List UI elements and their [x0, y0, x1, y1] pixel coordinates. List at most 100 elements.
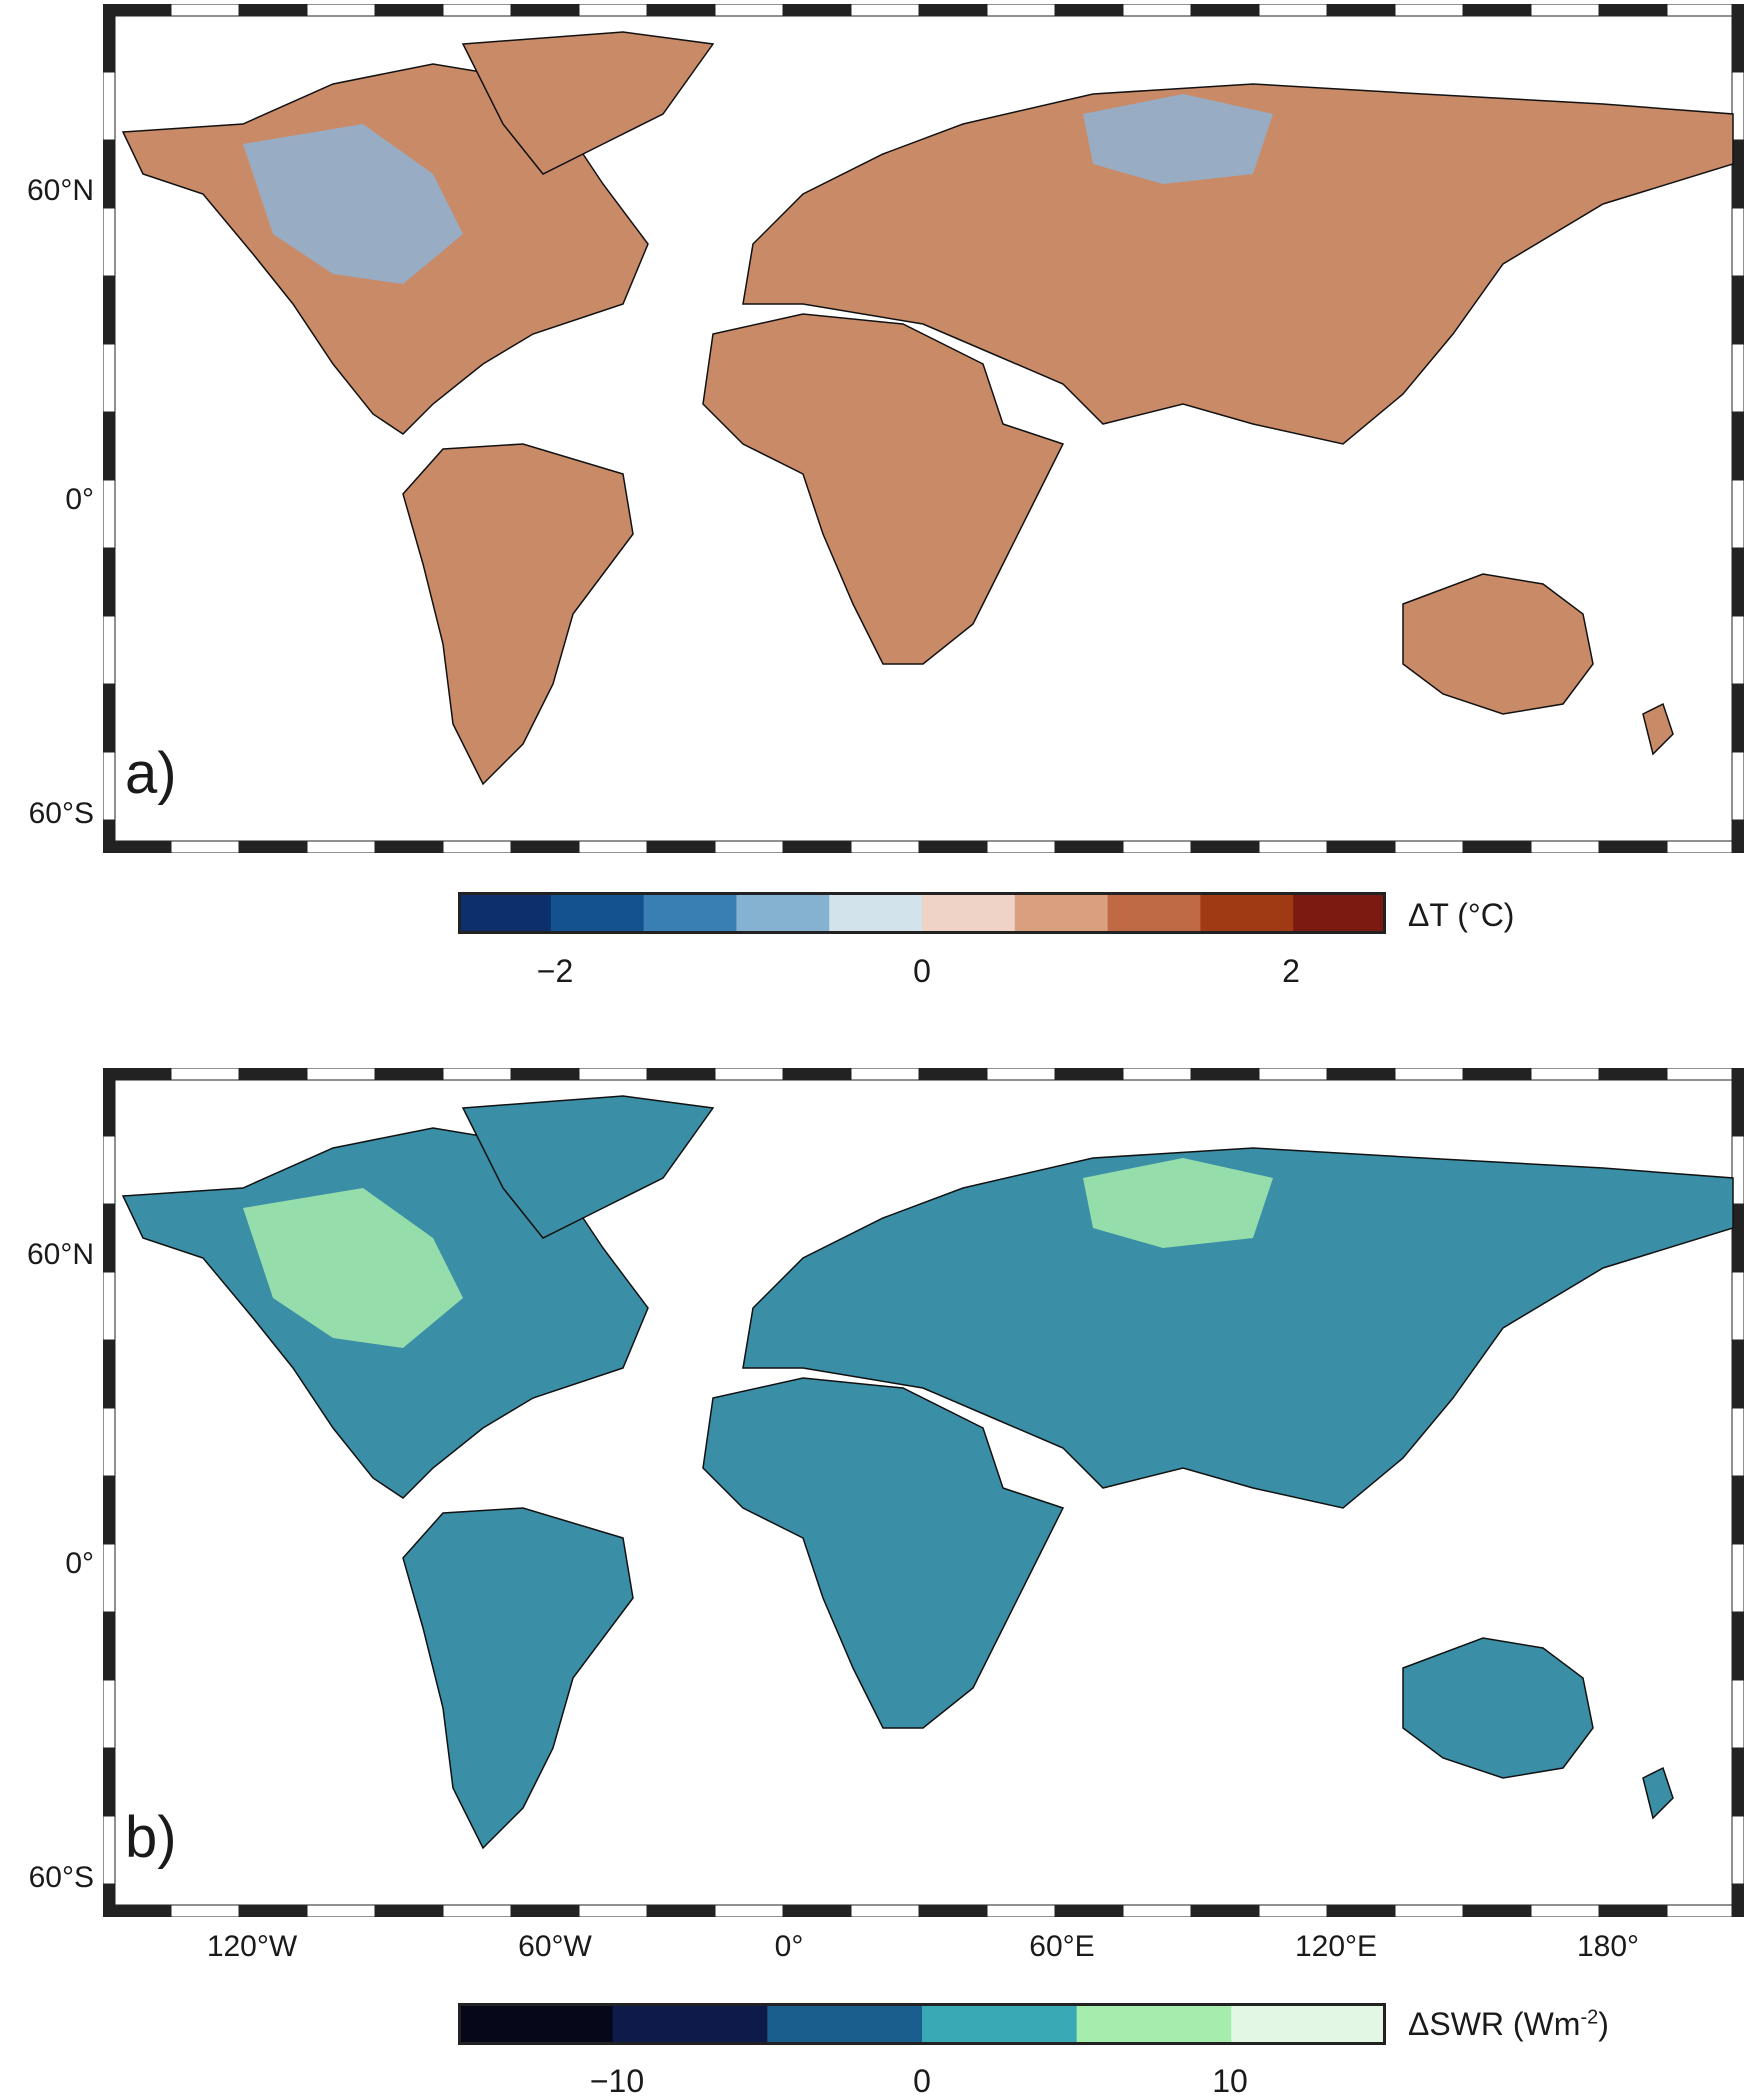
frame-segment	[1326, 840, 1396, 853]
colorbar-swatch	[1014, 892, 1109, 934]
frame-segment	[578, 1068, 648, 1081]
frame-segment	[103, 1203, 116, 1273]
frame-segment	[714, 1068, 784, 1081]
colorbar-swatch	[1231, 2003, 1386, 2045]
frame-segment	[1731, 1679, 1744, 1749]
frame-segment	[170, 840, 240, 853]
frame-segment	[374, 4, 444, 17]
lon-label-120e: 120°E	[1294, 1930, 1378, 1963]
frame-segment	[1530, 840, 1600, 853]
panel-letter-a: a)	[125, 741, 177, 806]
frame-segment	[578, 840, 648, 853]
frame-segment	[374, 1904, 444, 1917]
frame-segment	[442, 4, 512, 17]
lat-label-60s-a: 60°S	[28, 797, 94, 830]
frame-segment	[103, 207, 116, 277]
frame-segment	[103, 1407, 116, 1477]
colorbar-a	[458, 892, 1386, 934]
frame-segment	[1258, 1904, 1328, 1917]
frame-segment	[918, 840, 988, 853]
map-frame-a	[103, 4, 1744, 853]
frame-segment	[442, 840, 512, 853]
frame-segment	[103, 751, 116, 821]
frame-segment	[1666, 1904, 1736, 1917]
frame-segment	[1394, 1904, 1464, 1917]
frame-segment	[1190, 840, 1260, 853]
colorbar-swatch	[922, 892, 1016, 934]
frame-segment	[1731, 1475, 1744, 1545]
frame-segment	[103, 275, 116, 345]
lon-label-0: 0°	[774, 1930, 804, 1963]
frame-segment	[1731, 479, 1744, 549]
colorbar-swatch	[612, 2003, 768, 2045]
lat-label-60s-b: 60°S	[28, 1861, 94, 1894]
frame-segment	[1258, 840, 1328, 853]
frame-segment	[442, 1904, 512, 1917]
frame-segment	[306, 840, 376, 853]
frame-segment	[510, 1068, 580, 1081]
frame-segment	[986, 840, 1056, 853]
frame-segment	[1731, 1135, 1744, 1205]
frame-segment	[1731, 139, 1744, 209]
frame-segment	[103, 819, 116, 853]
frame-segment	[1598, 840, 1668, 853]
frame-segment	[1731, 683, 1744, 753]
frame-segment	[1731, 275, 1744, 345]
frame-segment	[103, 343, 116, 413]
map-panel-b	[103, 1068, 1744, 1917]
frame-segment	[1731, 1407, 1744, 1477]
new-zealand	[1642, 1766, 1674, 1820]
colorbar-swatch	[736, 892, 830, 934]
south-america	[402, 1507, 634, 1850]
frame-segment	[1731, 1747, 1744, 1817]
frame-segment	[1462, 1068, 1532, 1081]
frame-segment	[918, 4, 988, 17]
frame-segment	[103, 615, 116, 685]
frame-segment	[1190, 4, 1260, 17]
frame-segment	[986, 4, 1056, 17]
lon-label-60e: 60°E	[1029, 1930, 1095, 1963]
australia	[1402, 1637, 1594, 1779]
frame-segment	[103, 683, 116, 753]
frame-segment	[1326, 1904, 1396, 1917]
colorbar-swatch	[767, 2003, 923, 2045]
frame-segment	[578, 4, 648, 17]
frame-segment	[1731, 615, 1744, 685]
colorbar-outline	[458, 2003, 1386, 2045]
frame-segment	[714, 1904, 784, 1917]
colorbar-swatch	[458, 892, 552, 934]
colorbar-a-tick-0: 0	[913, 953, 931, 989]
frame-segment	[1258, 1068, 1328, 1081]
frame-segment	[1731, 343, 1744, 413]
frame-segment	[238, 1068, 308, 1081]
lon-label-60w: 60°W	[518, 1930, 592, 1963]
frame-segment	[103, 1135, 116, 1205]
frame-segment	[103, 71, 116, 141]
frame-segment	[850, 1904, 920, 1917]
lon-label-180: 180°	[1576, 1930, 1640, 1963]
map-panel-a	[103, 4, 1744, 853]
frame-segment	[103, 1747, 116, 1817]
frame-segment	[1054, 840, 1124, 853]
eurasia	[742, 83, 1734, 445]
map-a	[103, 4, 1744, 853]
frame-segment	[1462, 1904, 1532, 1917]
greenland	[461, 31, 715, 175]
frame-segment	[1394, 1068, 1464, 1081]
australia	[1402, 573, 1594, 715]
frame-segment	[374, 1068, 444, 1081]
frame-segment	[103, 1543, 116, 1613]
frame-segment	[1731, 207, 1744, 277]
frame-segment	[1530, 1068, 1600, 1081]
colorbar-swatch	[1200, 892, 1294, 934]
frame-segment	[1598, 4, 1668, 17]
frame-segment	[103, 479, 116, 549]
cold-region	[243, 1188, 463, 1348]
frame-segment	[1530, 1904, 1600, 1917]
frame-segment	[1462, 4, 1532, 17]
frame-segment	[510, 1904, 580, 1917]
frame-segment	[1731, 547, 1744, 617]
frame-segment	[1731, 1203, 1744, 1273]
frame-segment	[1054, 1068, 1124, 1081]
frame-segment	[170, 4, 240, 17]
